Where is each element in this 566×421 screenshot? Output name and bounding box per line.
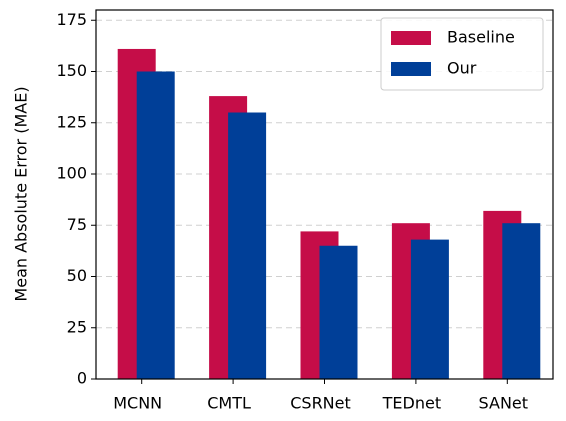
y-tick-label: 75 [67,215,87,234]
y-tick-label: 50 [67,266,87,285]
y-tick-label: 25 [67,317,87,336]
y-tick-label: 100 [56,164,87,183]
legend: Baseline Our [380,17,544,91]
y-tick-label: 150 [56,61,87,80]
legend-swatch [391,31,431,45]
x-tick-label: CMTL [207,394,251,413]
bar [136,71,175,379]
bar [502,223,541,379]
x-tick-label: CSRNet [290,394,351,413]
y-tick-label: 125 [56,112,87,131]
bar [319,245,358,379]
y-tick-label: 0 [77,369,87,388]
plot-frame [95,9,554,380]
x-tick-label: SANet [479,394,528,413]
y-tick-label: 175 [56,10,87,29]
bar [228,112,267,379]
legend-swatch [391,62,431,76]
bar [410,239,449,379]
y-axis-label: Mean Absolute Error (MAE) [12,86,31,301]
legend-label: Baseline [447,28,515,47]
x-tick-label: TEDnet [382,394,441,413]
legend-label: Our [447,59,477,78]
x-tick-label: MCNN [113,394,162,413]
